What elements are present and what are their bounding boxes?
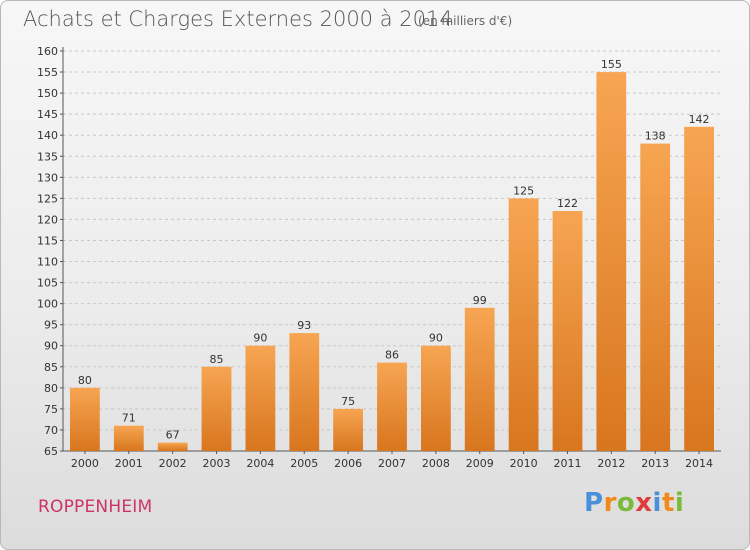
bar — [596, 72, 627, 451]
bar — [201, 366, 232, 451]
logo-letter: r — [603, 488, 617, 518]
y-tick-label: 105 — [37, 277, 58, 290]
x-tick-label: 2001 — [115, 457, 143, 470]
y-tick-label: 155 — [37, 66, 58, 79]
y-tick-label: 75 — [44, 403, 58, 416]
y-tick-label: 70 — [44, 424, 58, 437]
x-tick-label: 2013 — [641, 457, 669, 470]
x-tick-label: 2014 — [685, 457, 713, 470]
y-tick-label: 95 — [44, 319, 58, 332]
x-tick-label: 2002 — [159, 457, 187, 470]
y-tick-label: 90 — [44, 340, 58, 353]
y-tick-label: 150 — [37, 87, 58, 100]
x-tick-label: 2010 — [510, 457, 538, 470]
y-tick-label: 85 — [44, 361, 58, 374]
data-label: 142 — [689, 113, 710, 126]
y-tick-label: 140 — [37, 129, 58, 142]
data-label: 138 — [645, 130, 666, 143]
bar — [377, 362, 407, 451]
y-tick-label: 110 — [37, 256, 58, 269]
bar — [508, 198, 539, 451]
y-tick-label: 160 — [37, 45, 58, 58]
x-tick-label: 2006 — [334, 457, 362, 470]
y-tick-label: 100 — [37, 298, 58, 311]
x-tick-label: 2004 — [246, 457, 274, 470]
y-tick-label: 125 — [37, 192, 58, 205]
data-label: 86 — [385, 349, 399, 362]
bar — [333, 408, 363, 451]
y-tick-label: 145 — [37, 108, 58, 121]
logo-letter: x — [635, 488, 653, 518]
x-tick-label: 2008 — [422, 457, 450, 470]
x-tick-label: 2000 — [71, 457, 99, 470]
bar — [552, 211, 583, 451]
data-label: 67 — [166, 429, 180, 442]
bar — [70, 387, 100, 451]
y-tick-label: 65 — [44, 445, 58, 458]
logo-letter: i — [674, 488, 685, 518]
x-tick-label: 2003 — [203, 457, 231, 470]
location-label: ROPPENHEIM — [38, 497, 153, 517]
logo-letter: t — [661, 488, 675, 518]
data-label: 90 — [429, 332, 443, 345]
data-label: 125 — [513, 184, 534, 197]
bar — [113, 425, 144, 451]
chart-title: Achats et Charges Externes 2000 à 2014 — [23, 7, 453, 31]
bar — [245, 345, 276, 451]
y-tick-label: 80 — [44, 382, 58, 395]
logo-letter: i — [652, 488, 662, 518]
y-tick-label: 135 — [37, 150, 58, 163]
proxiti-logo: Proxiti — [584, 488, 684, 518]
chart-subtitle: (en milliers d'€) — [418, 14, 513, 28]
x-tick-label: 2011 — [553, 457, 581, 470]
data-label: 71 — [122, 412, 136, 425]
x-tick-label: 2009 — [466, 457, 494, 470]
bar — [640, 143, 671, 451]
y-tick-label: 130 — [37, 171, 58, 184]
bar — [464, 307, 495, 451]
x-tick-label: 2007 — [378, 457, 406, 470]
data-label: 155 — [601, 58, 622, 71]
data-label: 75 — [341, 395, 355, 408]
bar — [157, 442, 188, 451]
data-label: 90 — [253, 332, 267, 345]
data-label: 99 — [473, 294, 487, 307]
bar — [289, 333, 320, 451]
x-tick-label: 2005 — [290, 457, 318, 470]
data-label: 80 — [78, 374, 92, 387]
data-label: 93 — [297, 319, 311, 332]
logo-letter: P — [584, 488, 604, 518]
x-tick-label: 2012 — [597, 457, 625, 470]
bar — [421, 345, 451, 451]
y-tick-label: 115 — [37, 234, 58, 247]
y-tick-label: 120 — [37, 213, 58, 226]
data-label: 85 — [210, 353, 224, 366]
logo-letter: o — [616, 488, 636, 518]
data-label: 122 — [557, 197, 578, 210]
bar — [684, 126, 714, 452]
